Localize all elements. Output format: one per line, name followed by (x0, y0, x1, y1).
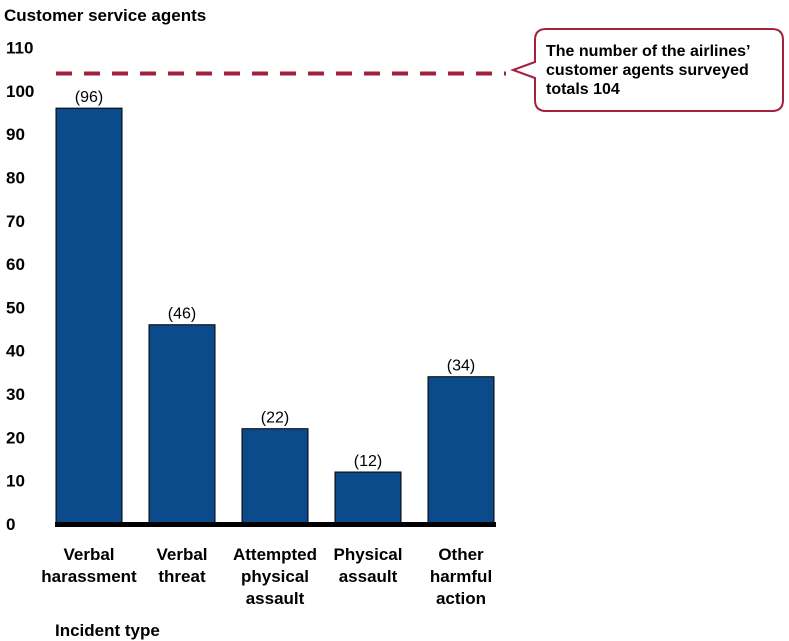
y-tick-label: 30 (6, 385, 25, 404)
category-label: Other (438, 545, 484, 564)
x-axis-title: Incident type (55, 621, 160, 640)
bar (427, 376, 495, 525)
category-label: harmful (430, 567, 492, 586)
callout-text: customer agents surveyed (546, 62, 749, 79)
y-axis-title: Customer service agents (4, 6, 206, 25)
category-label: Attempted (233, 545, 317, 564)
y-tick-label: 20 (6, 428, 25, 447)
category-label: threat (158, 567, 206, 586)
y-tick-label: 50 (6, 298, 25, 317)
category-label: Physical (334, 545, 403, 564)
category-label: harassment (41, 567, 137, 586)
data-label: (22) (261, 410, 289, 427)
category-label: physical (241, 567, 309, 586)
bar (148, 324, 216, 525)
y-tick-label: 0 (6, 515, 15, 534)
y-tick-label: 80 (6, 168, 25, 187)
callout-box (510, 28, 784, 112)
data-label: (96) (75, 89, 103, 106)
data-labels: (96) (46) (22) (12) (34) (75, 89, 475, 470)
y-tick-label: 110 (6, 39, 33, 58)
data-label: (12) (354, 453, 382, 470)
data-label: (46) (168, 306, 196, 323)
y-tick-label: 100 (6, 82, 34, 101)
y-tick-label: 60 (6, 255, 25, 274)
bars (55, 107, 495, 525)
y-tick-label: 40 (6, 342, 25, 361)
callout-text: The number of the airlines’ (546, 43, 750, 60)
category-label: assault (246, 589, 305, 608)
bar (334, 471, 402, 525)
callout-text: totals 104 (546, 81, 620, 98)
y-tick-label: 70 (6, 212, 25, 231)
category-label: Verbal (156, 545, 207, 564)
data-label: (34) (447, 358, 475, 375)
x-axis-line (55, 522, 496, 527)
reference-line-group: The number of the airlines’ customer agen… (56, 28, 784, 112)
category-labels: Verbal harassment Verbal threat Attempted phy… (41, 545, 492, 608)
y-tick-label: 10 (6, 472, 25, 491)
category-label: action (436, 589, 486, 608)
bar (241, 428, 309, 525)
category-label: Verbal (63, 545, 114, 564)
y-tick-label: 90 (6, 125, 25, 144)
bar (55, 107, 123, 525)
category-label: assault (339, 567, 398, 586)
y-axis-ticks: 0 10 20 30 40 50 60 70 80 90 100 110 (6, 39, 34, 535)
